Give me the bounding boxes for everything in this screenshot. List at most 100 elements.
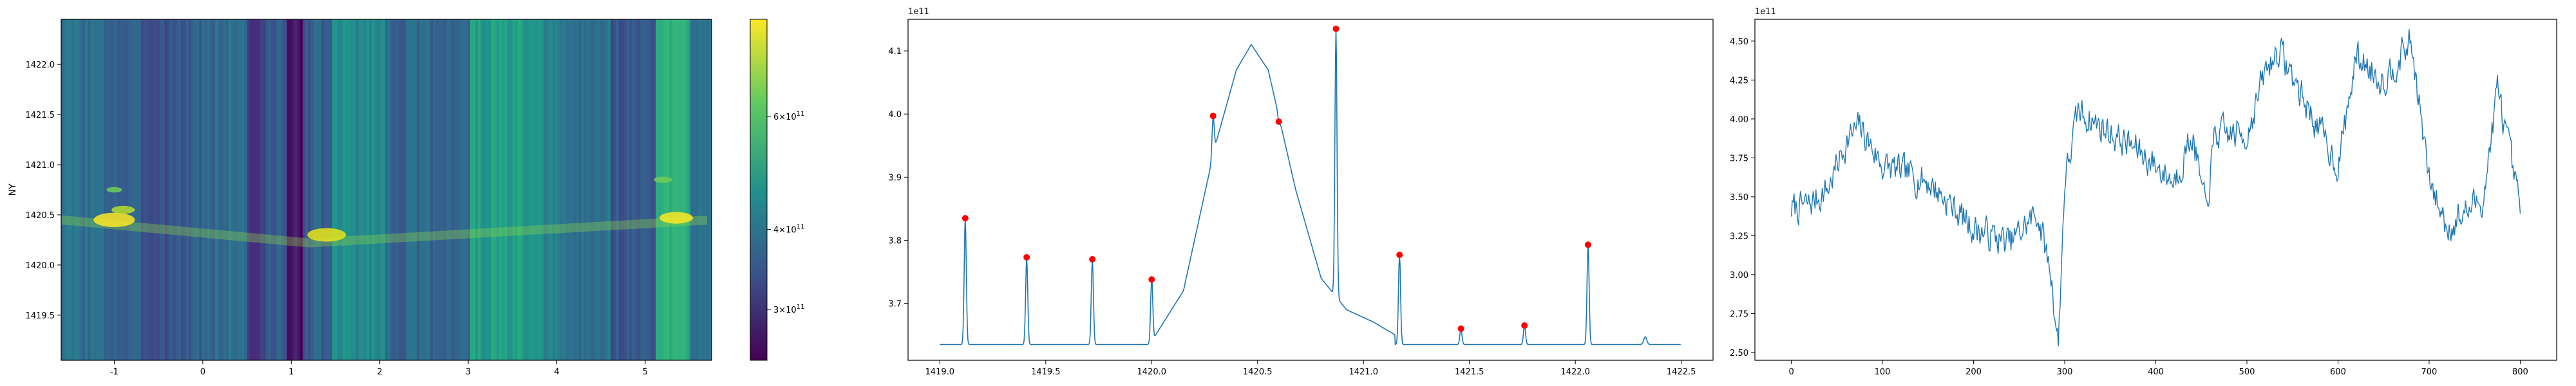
peak-marker bbox=[1584, 241, 1591, 248]
heatmap-column bbox=[398, 19, 402, 360]
heatmap-column bbox=[627, 19, 630, 360]
heatmap-column bbox=[140, 19, 144, 360]
heatmap-column bbox=[128, 19, 131, 360]
heatmap-y-tick-label: 1421.5 bbox=[26, 111, 55, 120]
heatmap-hotspot bbox=[654, 176, 672, 183]
peak-marker bbox=[1457, 325, 1464, 332]
heatmap-column bbox=[167, 19, 171, 360]
heatmap-bright-band bbox=[61, 176, 708, 248]
heatmap-column bbox=[547, 19, 551, 360]
heatmap-column bbox=[674, 19, 678, 360]
series-x-ticks: 0 100 200 300 400 500 600 700 800 bbox=[1788, 360, 2528, 377]
heatmap-column bbox=[228, 19, 232, 360]
heatmap-column bbox=[435, 19, 439, 360]
series-x-tick-label: 100 bbox=[1875, 367, 1891, 377]
heatmap-column bbox=[594, 19, 598, 360]
peak-marker bbox=[1148, 276, 1155, 283]
heatmap-y-ticks: 1419.5 1420.0 1420.5 1421.0 1421.5 1422.0 bbox=[26, 60, 61, 321]
series-x-tick-label: 200 bbox=[1965, 367, 1982, 377]
heatmap-x-tick-label: 2 bbox=[377, 367, 383, 377]
heatmap-column bbox=[696, 19, 699, 360]
heatmap-column bbox=[605, 19, 609, 360]
heatmap-frame bbox=[61, 19, 712, 361]
heatmap-column bbox=[462, 19, 466, 360]
heatmap-column bbox=[533, 19, 537, 360]
spectrum-x-tick-label: 1420.0 bbox=[1137, 367, 1167, 377]
heatmap-column bbox=[270, 19, 274, 360]
heatmap-column bbox=[377, 19, 381, 360]
series-y-tick-label: 3.75 bbox=[1730, 154, 1748, 163]
heatmap-column bbox=[433, 19, 436, 360]
heatmap-x-ticks: -1 0 1 2 3 4 5 bbox=[110, 360, 648, 377]
heatmap-column bbox=[382, 19, 386, 360]
heatmap-column bbox=[374, 19, 378, 360]
heatmap-column bbox=[379, 19, 383, 360]
heatmap-column bbox=[327, 19, 330, 360]
heatmap-column bbox=[554, 19, 558, 360]
heatmap-column bbox=[154, 19, 158, 360]
peak-marker bbox=[961, 215, 969, 222]
heatmap-x-tick-label: 0 bbox=[200, 367, 205, 377]
spectrum-offset-label: 1e11 bbox=[908, 7, 929, 17]
heatmap-x-tick-label: 1 bbox=[289, 367, 294, 377]
heatmap-hotspot bbox=[307, 228, 346, 242]
heatmap-hotspot bbox=[659, 212, 693, 224]
heatmap-column bbox=[602, 19, 606, 360]
heatmap-column bbox=[130, 19, 133, 360]
heatmap-column bbox=[504, 19, 508, 360]
heatmap-column bbox=[661, 19, 665, 360]
series-y-tick-label: 3.50 bbox=[1730, 193, 1748, 203]
heatmap-column bbox=[634, 19, 638, 360]
heatmap-column bbox=[645, 19, 649, 360]
heatmap-column bbox=[417, 19, 421, 360]
heatmap-column bbox=[621, 19, 625, 360]
heatmap-column bbox=[507, 19, 511, 360]
heatmap-column bbox=[231, 19, 234, 360]
heatmap-column bbox=[305, 19, 308, 360]
heatmap-column bbox=[515, 19, 518, 360]
heatmap-panel: -1 0 1 2 3 4 5 1419.51420.01420.51421.01421.51… bbox=[8, 19, 712, 377]
heatmap-column bbox=[265, 19, 269, 360]
heatmap-column bbox=[300, 19, 303, 360]
heatmap-column bbox=[348, 19, 351, 360]
heatmap-column bbox=[98, 19, 102, 360]
heatmap-column bbox=[582, 19, 585, 360]
heatmap-column bbox=[202, 19, 205, 360]
heatmap-column bbox=[355, 19, 359, 360]
heatmap-column bbox=[185, 19, 189, 360]
heatmap-column bbox=[100, 19, 104, 360]
heatmap-column bbox=[438, 19, 442, 360]
heatmap-column bbox=[419, 19, 423, 360]
heatmap-column bbox=[183, 19, 187, 360]
heatmap-column bbox=[469, 19, 473, 360]
heatmap-column bbox=[292, 19, 296, 360]
heatmap-column bbox=[568, 19, 572, 360]
colorbar-tick-label: 4×1011 bbox=[773, 223, 804, 235]
heatmap-column bbox=[308, 19, 312, 360]
heatmap-column bbox=[616, 19, 620, 360]
heatmap-column bbox=[88, 19, 91, 360]
heatmap-column bbox=[93, 19, 97, 360]
series-y-ticks: 2.50 2.75 3.00 3.25 3.50 3.75 4.00 4.25 4.50 bbox=[1730, 37, 1755, 358]
heatmap-column bbox=[483, 19, 487, 360]
heatmap-column bbox=[151, 19, 155, 360]
heatmap-column bbox=[502, 19, 506, 360]
heatmap-column bbox=[401, 19, 404, 360]
heatmap-column bbox=[666, 19, 670, 360]
heatmap-column bbox=[156, 19, 160, 360]
series-x-tick-label: 400 bbox=[2148, 367, 2164, 377]
heatmap-column bbox=[303, 19, 306, 360]
spectrum-y-tick-label: 4.0 bbox=[888, 110, 902, 120]
heatmap-column bbox=[523, 19, 527, 360]
heatmap-column bbox=[526, 19, 529, 360]
heatmap-column bbox=[642, 19, 646, 360]
spectrum-y-tick-label: 3.9 bbox=[888, 173, 902, 183]
spectrum-x-tick-label: 1421.5 bbox=[1455, 367, 1484, 377]
heatmap-column bbox=[191, 19, 194, 360]
heatmap-column bbox=[690, 19, 694, 360]
heatmap-column bbox=[103, 19, 107, 360]
heatmap-column bbox=[199, 19, 203, 360]
heatmap-column bbox=[358, 19, 362, 360]
heatmap-column bbox=[639, 19, 643, 360]
